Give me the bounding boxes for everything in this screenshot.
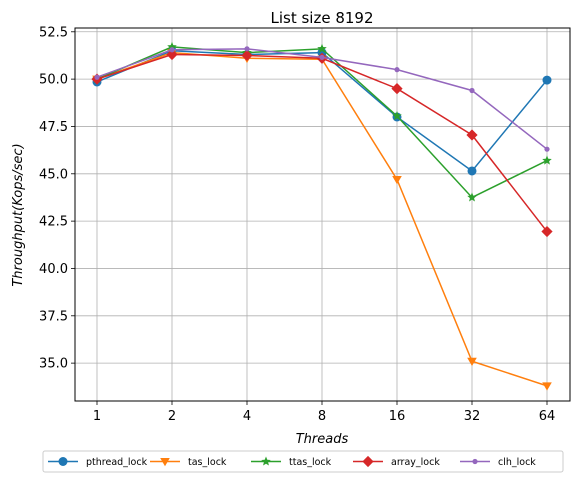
x-tick-label: 64 xyxy=(539,409,556,424)
legend-item-array_lock: array_lock xyxy=(353,455,440,468)
legend: pthread_lock tas_lock ttas_lock array_lock c… xyxy=(42,450,564,473)
legend-label: clh_lock xyxy=(498,457,536,468)
x-tick-label: 1 xyxy=(93,409,101,424)
data-point-ttas_lock xyxy=(392,111,402,121)
data-point-clh_lock xyxy=(319,54,325,60)
data-point-ttas_lock xyxy=(317,43,327,53)
x-tick-label: 8 xyxy=(318,409,326,424)
x-tick-label: 16 xyxy=(389,409,406,424)
legend-item-ttas_lock: ttas_lock xyxy=(251,456,332,468)
y-tick-label: 35.0 xyxy=(39,357,68,372)
legend-marker xyxy=(362,455,374,468)
data-point-clh_lock xyxy=(244,46,250,52)
legend-marker xyxy=(58,457,68,466)
legend-label: ttas_lock xyxy=(289,457,332,468)
data-point-clh_lock xyxy=(544,146,550,152)
series-lines xyxy=(91,41,553,391)
data-point-clh_lock xyxy=(169,47,175,53)
data-point-ttas_lock xyxy=(167,41,177,51)
grid-lines xyxy=(75,28,570,401)
x-tick-label: 2 xyxy=(168,409,176,424)
data-point-array_lock xyxy=(391,82,403,95)
chart-title: List size 8192 xyxy=(270,9,373,27)
legend-label: array_lock xyxy=(391,457,440,468)
y-axis-label: Throughput(Kops/sec) xyxy=(11,143,26,286)
data-point-array_lock xyxy=(166,48,178,61)
x-axis-label: Threads xyxy=(296,432,349,447)
y-axis-ticks: 35.0 37.5 40.0 42.5 45.0 47.5 50.0 52.5 xyxy=(39,25,75,372)
data-point-ttas_lock xyxy=(542,155,552,165)
y-tick-label: 47.5 xyxy=(39,120,68,135)
data-point-ttas_lock xyxy=(467,192,477,202)
x-tick-label: 32 xyxy=(464,409,481,424)
data-point-pthread_lock xyxy=(467,166,477,176)
x-tick-label: 4 xyxy=(243,409,251,424)
y-tick-label: 45.0 xyxy=(39,167,68,182)
series-clh_lock xyxy=(94,46,550,152)
legend-frame xyxy=(42,450,564,473)
data-point-tas_lock xyxy=(392,175,402,185)
legend-marker xyxy=(472,458,478,465)
legend-marker xyxy=(160,458,170,467)
data-point-array_lock xyxy=(241,49,253,62)
data-point-tas_lock xyxy=(467,357,477,367)
y-tick-label: 37.5 xyxy=(39,309,68,324)
y-tick-label: 40.0 xyxy=(39,262,68,277)
y-tick-label: 50.0 xyxy=(39,73,68,88)
legend-item-tas_lock: tas_lock xyxy=(150,457,227,468)
legend-marker xyxy=(261,456,271,466)
legend-item-clh_lock: clh_lock xyxy=(460,457,536,468)
data-point-array_lock xyxy=(541,225,553,238)
data-point-array_lock xyxy=(466,129,478,141)
data-point-pthread_lock xyxy=(542,75,552,85)
y-tick-label: 42.5 xyxy=(39,215,68,230)
legend-label: pthread_lock xyxy=(86,457,148,468)
legend-label: tas_lock xyxy=(188,457,227,468)
legend-item-pthread_lock: pthread_lock xyxy=(48,457,148,468)
plot-area-frame xyxy=(74,27,571,402)
data-point-clh_lock xyxy=(469,87,475,94)
data-point-tas_lock xyxy=(542,382,552,391)
y-tick-label: 52.5 xyxy=(39,25,68,40)
data-point-clh_lock xyxy=(94,74,100,80)
data-point-clh_lock xyxy=(394,67,400,73)
x-axis-ticks: 1 2 4 8 16 32 64 xyxy=(93,401,555,424)
